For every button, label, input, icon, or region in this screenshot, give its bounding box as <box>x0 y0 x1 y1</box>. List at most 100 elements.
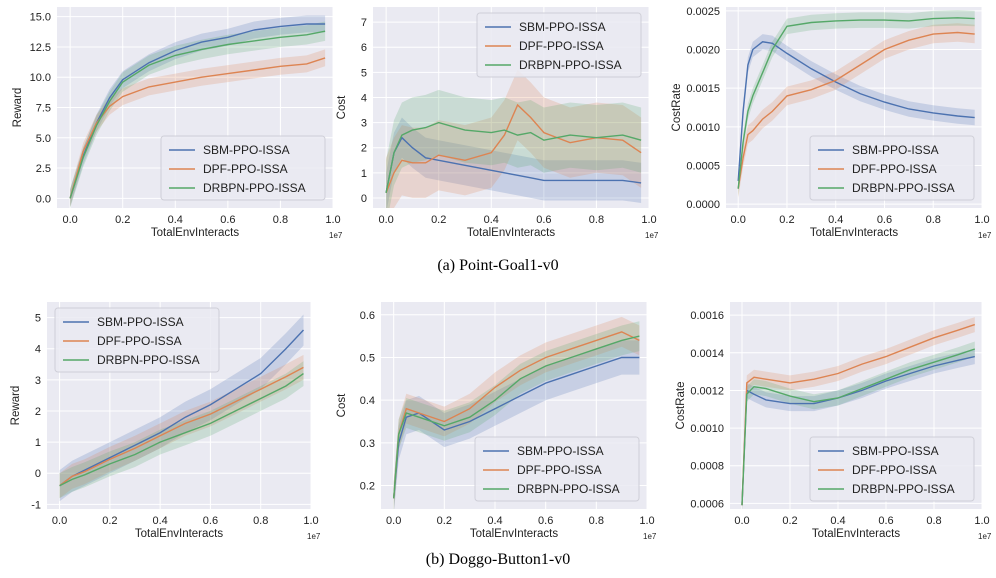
legend: SBM-PPO-ISSA DPF-PPO-ISSA DRBPN-PPO-ISSA <box>809 436 975 502</box>
series-line <box>741 323 976 506</box>
x-tick-label: 0.6 <box>878 515 893 527</box>
y-tick-label: 2.5 <box>36 163 51 175</box>
legend-label: DPF-PPO-ISSA <box>852 463 937 477</box>
y-tick-label: 0.0006 <box>690 498 724 510</box>
legend-label: SBM-PPO-ISSA <box>852 444 939 458</box>
y-axis-label: Cost <box>336 95 348 119</box>
x-tick-label: 0.4 <box>168 214 183 226</box>
x-tick-label: 0.0 <box>52 515 67 527</box>
series-band <box>70 21 326 208</box>
x-tick-label: 0.8 <box>926 515 941 527</box>
y-tick-label: 0 <box>361 193 367 205</box>
x-tick-label: 0.8 <box>273 214 288 226</box>
x-tick-label: 0.8 <box>253 515 268 527</box>
x-tick-label: 1.0 <box>325 214 340 226</box>
series-line <box>385 121 642 194</box>
y-tick-label: 6 <box>361 42 367 54</box>
y-tick-label: 2 <box>361 143 367 155</box>
y-tick-label: 0 <box>35 468 41 480</box>
x-tick-label: 0.6 <box>536 214 551 226</box>
y-tick-label: 5 <box>35 313 41 325</box>
x-tick-label: 0.4 <box>487 515 502 527</box>
x-axis-label: TotalEnvInteracts <box>812 528 900 540</box>
x-tick-label: 0.8 <box>926 214 941 226</box>
series-line <box>737 41 975 181</box>
legend-label: DPF-PPO-ISSA <box>203 162 288 176</box>
legend-label: DPF-PPO-ISSA <box>519 39 604 53</box>
legend-label: DRBPN-PPO-ISSA <box>97 353 200 367</box>
x-tick-label: 0.2 <box>431 214 446 226</box>
x-tick-label: 0.0 <box>378 214 393 226</box>
legend-box <box>476 12 642 78</box>
y-tick-label: 0.0005 <box>686 160 720 172</box>
y-tick-label: 0.0008 <box>690 461 724 473</box>
y-tick-label: 2 <box>35 406 41 418</box>
y-tick-label: 7 <box>361 17 367 29</box>
x-tick-label: 0.2 <box>782 515 797 527</box>
x-axis-label: TotalEnvInteracts <box>470 528 558 540</box>
x-tick-label: 0.6 <box>203 515 218 527</box>
x-tick-label: 0.0 <box>731 214 746 226</box>
legend-label: DRBPN-PPO-ISSA <box>519 58 622 72</box>
x-tick-label: 0.2 <box>102 515 117 527</box>
x-tick-label: 0.4 <box>830 515 845 527</box>
legend-label: DRBPN-PPO-ISSA <box>517 482 620 496</box>
series-line <box>59 329 305 487</box>
legend-label: DPF-PPO-ISSA <box>852 162 937 176</box>
x-tick-label: 0.0 <box>386 515 401 527</box>
y-tick-label: 4 <box>35 344 41 356</box>
x-axis-label: TotalEnvInteracts <box>467 227 555 239</box>
y-tick-label: 0.0010 <box>686 122 720 134</box>
series-line <box>69 57 326 199</box>
series-band <box>70 49 326 207</box>
y-tick-label: 4 <box>361 92 367 104</box>
legend-label: SBM-PPO-ISSA <box>519 20 606 34</box>
x-multiplier: 1e7 <box>645 231 659 240</box>
x-tick-label: 0.8 <box>589 515 604 527</box>
y-tick-label: 0.6 <box>360 310 375 322</box>
y-axis-label: CostRate <box>671 84 683 132</box>
y-tick-label: 1 <box>35 437 41 449</box>
legend: SBM-PPO-ISSA DPF-PPO-ISSA DRBPN-PPO-ISSA <box>54 307 220 373</box>
series-band <box>386 89 642 208</box>
legend-box <box>809 135 975 201</box>
y-axis-label: Cost <box>336 393 348 417</box>
x-tick-label: 1.0 <box>641 214 656 226</box>
series-band <box>386 117 642 208</box>
x-tick-label: 1.0 <box>639 515 654 527</box>
x-multiplier: 1e7 <box>329 231 343 240</box>
y-tick-label: 0.0020 <box>686 45 720 57</box>
series-line <box>385 136 642 194</box>
series-line <box>393 356 640 499</box>
y-tick-label: 5 <box>361 67 367 79</box>
x-tick-label: 0.6 <box>538 515 553 527</box>
x-multiplier: 1e7 <box>978 231 992 240</box>
y-tick-label: 0.0010 <box>690 423 724 435</box>
series-line <box>737 17 975 189</box>
legend: SBM-PPO-ISSA DPF-PPO-ISSA DRBPN-PPO-ISSA <box>160 135 326 201</box>
y-tick-label: 0.2 <box>360 481 375 493</box>
series-line <box>393 331 640 499</box>
x-tick-label: 0.4 <box>828 214 843 226</box>
y-tick-label: -1 <box>31 499 41 511</box>
chart-2: 0.0 0.2 0.4 0.6 0.8 1.0 0.0000 0.0005 0.0010 0.00… <box>671 6 992 240</box>
chart-4: 0.0 0.2 0.4 0.6 0.8 1.00.20.30.40.50.6TotalEn… <box>336 302 657 541</box>
legend-box <box>474 436 640 502</box>
x-tick-label: 0.4 <box>152 515 167 527</box>
y-tick-label: 0.0012 <box>690 385 724 397</box>
y-tick-label: 0.0025 <box>686 6 720 18</box>
y-tick-label: 5.0 <box>36 133 51 145</box>
series-line <box>69 30 326 199</box>
series-band <box>59 354 304 499</box>
x-tick-label: 1.0 <box>974 214 989 226</box>
chart-3: 0.0 0.2 0.4 0.6 0.8 1.0 -1 0 1 2 3 4 5 TotalEnvIntera… <box>10 302 321 541</box>
legend-label: DRBPN-PPO-ISSA <box>852 482 955 496</box>
legend-label: SBM-PPO-ISSA <box>97 315 184 329</box>
series-line <box>385 103 642 194</box>
x-tick-label: 0.6 <box>877 214 892 226</box>
y-tick-label: 1 <box>361 168 367 180</box>
legend-label: SBM-PPO-ISSA <box>852 143 939 157</box>
series-band <box>742 349 975 509</box>
series-band <box>59 361 304 499</box>
